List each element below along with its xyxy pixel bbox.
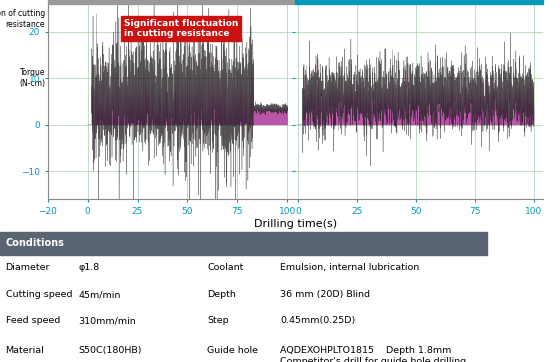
Text: 45m/min: 45m/min — [78, 290, 121, 299]
Bar — [0, 232, 487, 255]
Text: Feed speed: Feed speed — [6, 316, 60, 325]
Text: 0.45mm(0.25D): 0.45mm(0.25D) — [280, 316, 355, 325]
Text: Drilling time(s): Drilling time(s) — [254, 219, 337, 229]
Text: 310mm/min: 310mm/min — [78, 316, 136, 325]
Text: AQDEXOHPLTO1815    Depth 1.8mm
Competitor's drill for guide hole drilling
Depth : AQDEXOHPLTO1815 Depth 1.8mm Competitor's… — [280, 346, 466, 362]
Text: Significant fluctuation
in cutting resistance: Significant fluctuation in cutting resis… — [124, 19, 238, 38]
Text: Comparison of cutting
resistance: Comparison of cutting resistance — [0, 9, 45, 29]
Text: Guide hole: Guide hole — [207, 346, 258, 355]
Text: Cutting speed: Cutting speed — [6, 290, 72, 299]
Text: Coolant: Coolant — [207, 263, 244, 272]
Text: Depth: Depth — [207, 290, 236, 299]
Bar — [296, 0, 543, 4]
Text: Diameter: Diameter — [6, 263, 50, 272]
Text: Conditions: Conditions — [6, 239, 64, 248]
Text: Emulsion, internal lubrication: Emulsion, internal lubrication — [280, 263, 419, 272]
Text: S50C(180HB): S50C(180HB) — [78, 346, 142, 355]
Text: φ1.8: φ1.8 — [78, 263, 100, 272]
Text: Material: Material — [6, 346, 44, 355]
Text: 36 mm (20D) Blind: 36 mm (20D) Blind — [280, 290, 370, 299]
Text: Torque
(N-cm): Torque (N-cm) — [19, 68, 45, 88]
Text: Step: Step — [207, 316, 229, 325]
Bar — [48, 0, 296, 4]
